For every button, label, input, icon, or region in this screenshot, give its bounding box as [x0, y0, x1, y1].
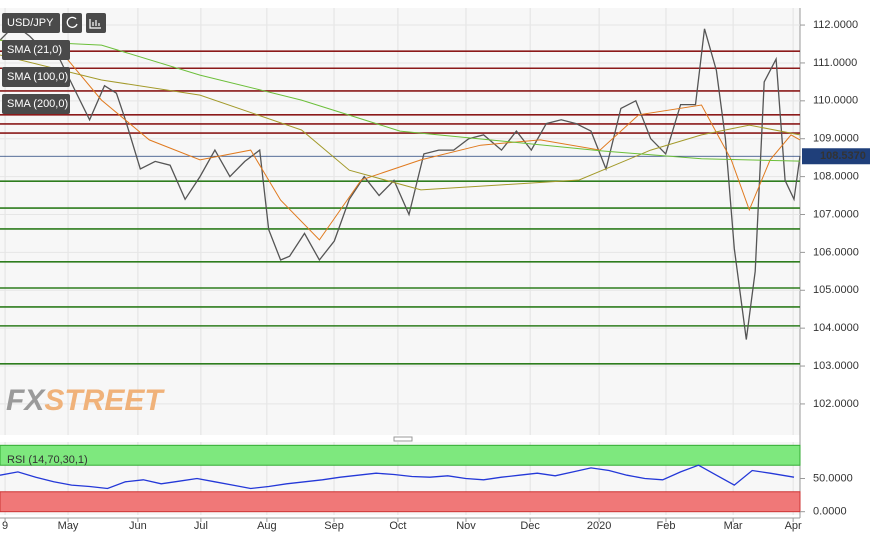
legend-pill[interactable]	[2, 13, 60, 33]
y-tick-label: 111.0000	[813, 57, 857, 69]
x-tick-label: 9	[2, 520, 8, 532]
legend-pill[interactable]	[2, 94, 70, 114]
watermark-street: STREET	[44, 384, 165, 417]
y-tick-label: 106.0000	[813, 246, 859, 258]
x-tick-label: Feb	[656, 520, 675, 532]
legend-label: SMA (200,0)	[7, 98, 68, 110]
y-tick-label: 103.0000	[813, 360, 859, 372]
y-tick-label: 108.0000	[813, 171, 859, 183]
legend-label: USD/JPY	[7, 17, 54, 29]
series-line	[0, 24, 801, 340]
x-tick-label: Aug	[257, 520, 277, 532]
x-tick-label: 2020	[587, 520, 611, 532]
refresh-icon	[66, 16, 78, 28]
legend-pill[interactable]	[2, 67, 70, 87]
watermark: FXSTREET	[6, 384, 165, 417]
series-line	[0, 54, 801, 191]
price-plot-area	[0, 8, 800, 435]
x-tick-label: Mar	[724, 520, 743, 532]
y-tick-label: 105.0000	[813, 284, 859, 296]
legend-label: SMA (100,0)	[7, 71, 68, 83]
settings-icon	[89, 19, 101, 29]
series-line	[0, 39, 801, 241]
y-tick-label: 102.0000	[813, 398, 859, 410]
last-price-label: 108.5370	[820, 150, 866, 162]
y-tick-label: 0.0000	[813, 506, 847, 518]
y-tick-label: 50.0000	[813, 472, 853, 484]
legend-pill[interactable]	[2, 40, 70, 60]
legend-label: RSI (14,70,30,1)	[7, 454, 88, 466]
last-price-box	[802, 148, 870, 165]
oversold-band	[0, 491, 801, 513]
x-tick-label: Sep	[324, 520, 344, 532]
x-tick-label: Dec	[520, 520, 540, 532]
x-tick-label: Jul	[194, 520, 208, 532]
toolbar-button-refresh[interactable]	[62, 13, 82, 33]
watermark-fx: FX	[6, 384, 46, 417]
y-tick-label: 109.0000	[813, 133, 859, 145]
y-tick-label: 107.0000	[813, 208, 859, 220]
panel-splitter[interactable]	[393, 436, 413, 442]
x-tick-label: Jun	[129, 520, 147, 532]
series-line	[0, 464, 795, 490]
x-tick-label: May	[58, 520, 79, 532]
overbought-band	[0, 444, 801, 466]
x-tick-label: Apr	[785, 520, 802, 532]
y-tick-label: 104.0000	[813, 322, 859, 334]
legend-label: SMA (21,0)	[7, 44, 62, 56]
x-tick-label: Nov	[456, 520, 476, 532]
y-tick-label: 112.0000	[813, 19, 858, 31]
series-line	[0, 39, 801, 162]
y-tick-label: 110.0000	[813, 95, 858, 107]
x-tick-label: Oct	[389, 520, 406, 532]
